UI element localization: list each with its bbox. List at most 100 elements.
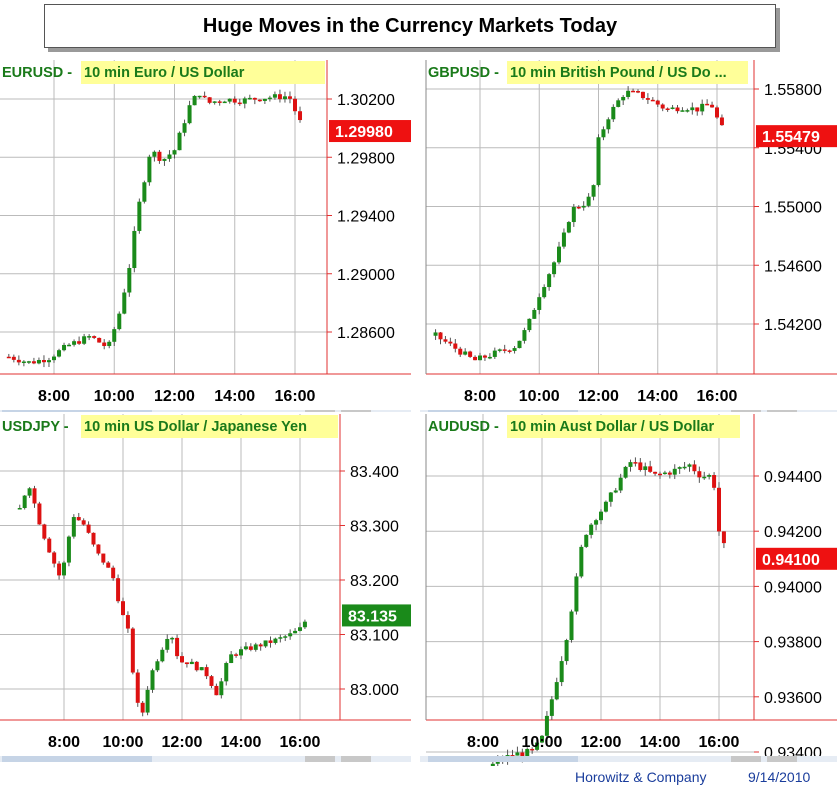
- candle: [147, 154, 152, 186]
- candle: [135, 669, 140, 707]
- candle: [287, 91, 292, 104]
- candle-body: [47, 538, 52, 553]
- candle-body: [57, 350, 62, 357]
- candle: [180, 652, 184, 663]
- candle-body: [574, 576, 579, 612]
- candle-body: [618, 477, 623, 491]
- scrollbar-track: [0, 756, 411, 762]
- candle: [512, 346, 517, 354]
- candle-body: [130, 628, 135, 673]
- y-tick-label: 83.000: [350, 682, 399, 699]
- eurusd-chart: EURUSD - 10 min Euro / US Dollar 1.30200 1…: [0, 60, 411, 416]
- candle-body: [184, 662, 189, 665]
- candle-body: [522, 330, 527, 341]
- candle-body: [492, 350, 497, 357]
- y-tick-label: 1.30200: [337, 92, 395, 109]
- candle: [712, 472, 717, 491]
- x-tick-label: 16:00: [280, 734, 321, 751]
- candle: [122, 288, 127, 315]
- candle: [561, 228, 566, 249]
- candle-body: [31, 361, 36, 364]
- symbol-label: USDJPY -: [2, 419, 69, 435]
- candle-body: [283, 636, 288, 638]
- candle-body: [62, 344, 67, 351]
- candle: [234, 652, 239, 658]
- candle-body: [685, 110, 690, 112]
- candle: [640, 91, 645, 100]
- candle: [293, 96, 297, 115]
- candle-body: [687, 464, 692, 467]
- candle: [111, 565, 116, 581]
- candle-body: [510, 755, 515, 757]
- candle-body: [719, 117, 724, 126]
- candle: [665, 107, 670, 112]
- candle-body: [212, 101, 217, 103]
- candle: [242, 96, 247, 109]
- candle: [478, 352, 482, 361]
- candle-body: [22, 495, 27, 509]
- candle: [710, 101, 715, 108]
- candle: [497, 348, 502, 353]
- candle-body: [199, 667, 204, 671]
- symbol-label: AUDUSD -: [428, 419, 499, 435]
- candle-body: [458, 348, 463, 355]
- candle: [92, 335, 97, 340]
- candle-body: [194, 661, 199, 671]
- candle-body: [155, 661, 160, 671]
- candle: [613, 487, 618, 494]
- candle: [638, 458, 643, 472]
- candle: [552, 261, 557, 278]
- candle: [263, 640, 268, 648]
- candle: [219, 678, 224, 699]
- candle-body: [537, 297, 542, 310]
- candle: [680, 107, 685, 112]
- candle-body: [81, 520, 86, 525]
- audusd-chart: AUDUSD - 10 min Aust Dollar / US Dollar 0…: [420, 414, 837, 793]
- candle-body: [257, 99, 262, 102]
- x-tick-label: 16:00: [697, 388, 738, 405]
- candle: [257, 99, 262, 102]
- candle: [165, 634, 170, 653]
- candle: [121, 597, 125, 616]
- candle: [298, 622, 302, 632]
- candle-body: [710, 104, 715, 108]
- candle-body: [135, 672, 140, 703]
- candle-body: [234, 654, 239, 656]
- candle: [62, 342, 67, 352]
- candle: [202, 91, 207, 98]
- candle-body: [222, 101, 227, 104]
- y-tick-label: 83.400: [350, 464, 399, 481]
- candle: [702, 471, 707, 480]
- candle-body: [150, 670, 155, 690]
- candle-body: [106, 562, 111, 568]
- candle: [670, 105, 675, 110]
- title-label-bg: [81, 415, 338, 438]
- candle-body: [86, 524, 91, 533]
- candle-body: [202, 95, 207, 98]
- candle-body: [267, 97, 272, 100]
- candle-body: [512, 348, 517, 351]
- candle: [492, 347, 497, 359]
- candle-body: [219, 681, 224, 696]
- scrollbar-button: [341, 410, 371, 416]
- candle: [574, 573, 579, 615]
- candle-body: [690, 107, 695, 111]
- candle-body: [76, 517, 81, 521]
- symbol-label: GBPUSD -: [428, 65, 499, 81]
- candle-body: [207, 97, 212, 103]
- candle: [288, 629, 293, 640]
- candle-body: [645, 98, 650, 100]
- last-price-badge: [342, 604, 411, 627]
- candle-body: [554, 682, 559, 700]
- candle: [41, 355, 46, 368]
- last-price-badge: [756, 547, 837, 570]
- candle: [67, 343, 72, 347]
- title-label-bg: [507, 415, 740, 438]
- candle: [101, 553, 106, 565]
- scrollbar-thumb: [428, 756, 578, 762]
- x-tick-label: 12:00: [578, 388, 619, 405]
- candle: [177, 131, 182, 151]
- candle: [719, 114, 724, 126]
- candle: [443, 335, 448, 344]
- candle: [167, 150, 172, 162]
